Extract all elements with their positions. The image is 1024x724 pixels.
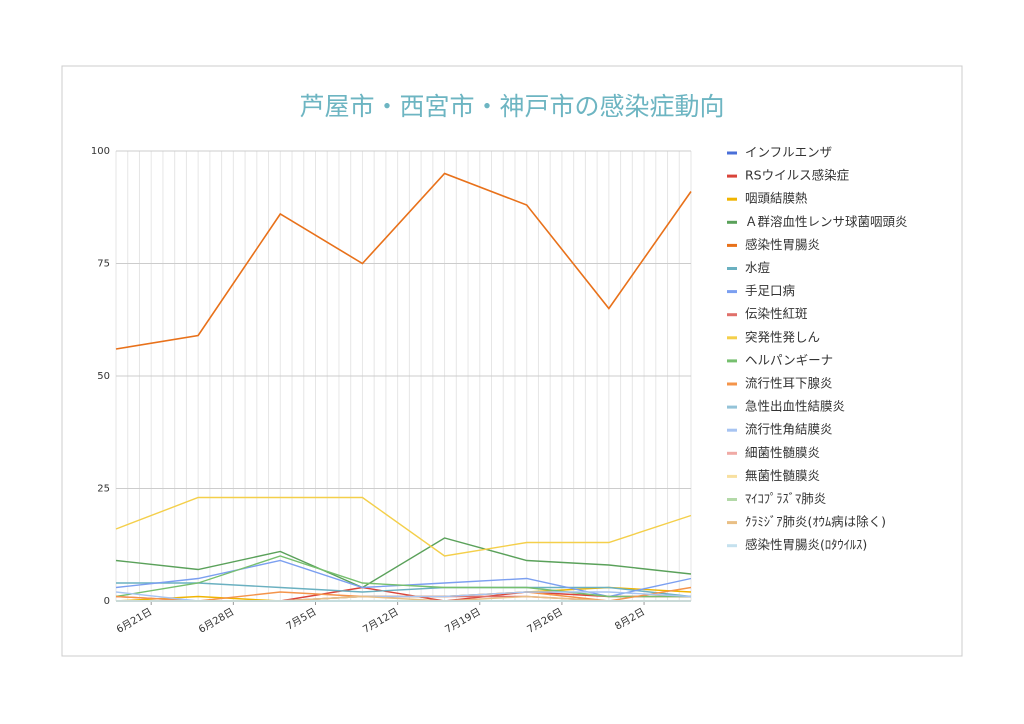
legend-label: 流行性角結膜炎 — [745, 422, 833, 437]
y-tick-label: 25 — [97, 484, 110, 495]
legend-label: ｸﾗﾐｼﾞｱ肺炎(ｵｳﾑ病は除く) — [745, 514, 886, 529]
series-line — [115, 555, 691, 598]
legend-label: 咽頭結膜熱 — [745, 191, 808, 206]
legend-label: Ａ群溶血性レンサ球菌咽頭炎 — [745, 214, 908, 229]
y-tick-label: 0 — [104, 596, 110, 607]
series-line — [115, 537, 692, 589]
legend-label: 細菌性髄膜炎 — [745, 445, 820, 460]
legend-label: ヘルパンギーナ — [745, 352, 833, 367]
chart-frame — [61, 65, 963, 657]
legend-label: 手足口病 — [745, 283, 795, 298]
series-line — [115, 172, 692, 350]
legend-label: 感染性胃腸炎(ﾛﾀｳｲﾙｽ) — [745, 537, 867, 552]
legend-label: 流行性耳下腺炎 — [745, 376, 833, 391]
legend-label: ﾏｲｺﾌﾟﾗｽﾞﾏ肺炎 — [745, 491, 826, 506]
series-line — [116, 582, 692, 598]
legend-label: 急性出血性結膜炎 — [745, 399, 845, 414]
legend-label: 無菌性髄膜炎 — [745, 468, 820, 483]
chart-title: 芦屋市・西宮市・神戸市の感染症動向 — [299, 92, 724, 121]
y-tick-label: 50 — [97, 371, 110, 382]
legend-label: 感染性胃腸炎 — [745, 237, 820, 252]
legend-label: 伝染性紅斑 — [745, 306, 808, 321]
legend-label: RSウイルス感染症 — [745, 168, 849, 183]
legend-label: 水痘 — [745, 260, 771, 275]
y-tick-label: 100 — [91, 146, 110, 157]
legend-label: 突発性発しん — [745, 329, 820, 344]
legend-label: インフルエンザ — [745, 145, 832, 160]
series-line — [115, 496, 692, 557]
y-tick-label: 75 — [97, 259, 110, 270]
